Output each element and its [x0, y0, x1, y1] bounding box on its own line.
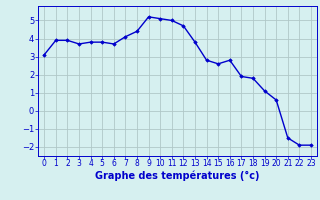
X-axis label: Graphe des températures (°c): Graphe des températures (°c): [95, 171, 260, 181]
